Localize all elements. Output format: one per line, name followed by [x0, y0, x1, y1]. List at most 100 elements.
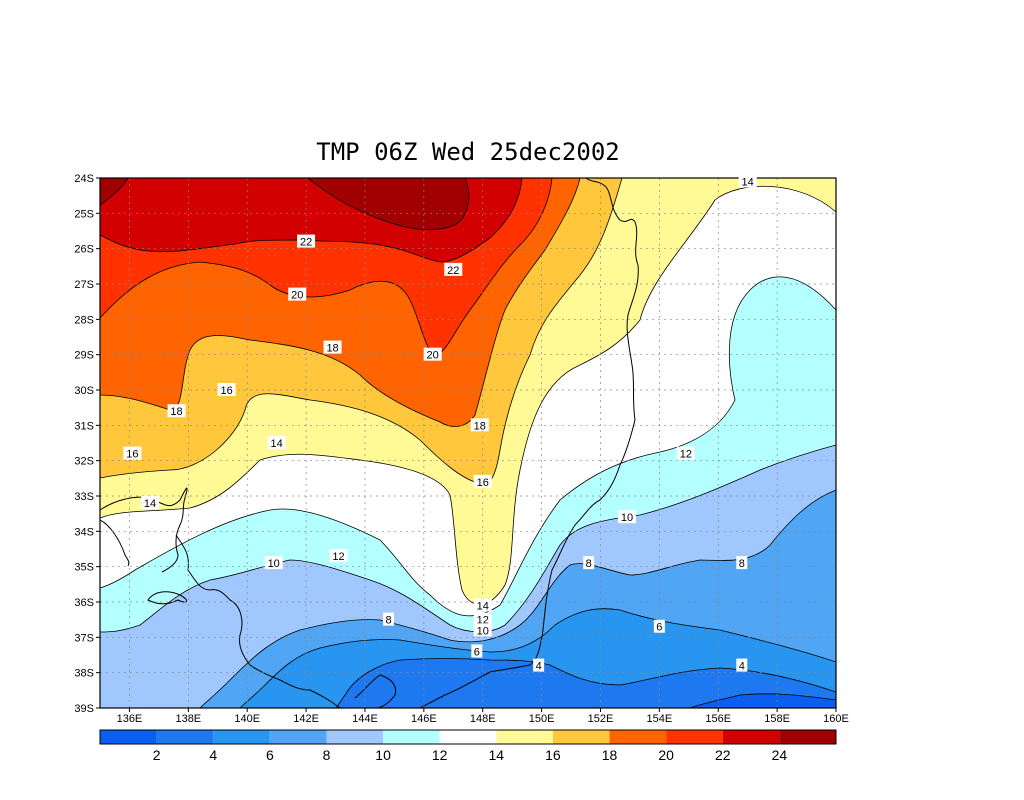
contour-label: 18: [474, 420, 486, 432]
colorbar-swatch: [779, 730, 836, 744]
contour-label: 12: [332, 551, 344, 563]
contour-label-bg: [329, 549, 348, 563]
x-tick-label: 156E: [705, 713, 731, 725]
y-tick-label: 35S: [74, 562, 94, 574]
contour-label-bg: [423, 347, 442, 361]
x-tick-label: 148E: [470, 713, 496, 725]
colorbar-swatch: [496, 730, 553, 744]
contour-label: 8: [586, 558, 592, 570]
contour-label-bg: [123, 446, 142, 460]
colorbar-swatch: [666, 730, 723, 744]
contour-label-bg: [444, 262, 463, 276]
colorbar-label: 4: [209, 747, 217, 763]
colorbar: 2 4 6 8 10 12 14 16 18 20 22 24: [99, 729, 837, 763]
contour-label: 10: [621, 512, 633, 524]
contour-label: 14: [144, 498, 156, 510]
y-tick-label: 27S: [74, 279, 94, 291]
colorbar-label: 10: [375, 747, 391, 763]
contour-label-bg: [471, 644, 483, 658]
colorbar-swatch: [326, 730, 384, 744]
colorbar-label: 8: [323, 747, 331, 763]
colorbar-swatch: [100, 730, 157, 744]
x-tick-label: 138E: [175, 713, 201, 725]
x-tick-label: 140E: [234, 713, 260, 725]
y-tick-label: 33S: [74, 491, 94, 503]
y-tick-label: 24S: [74, 173, 94, 185]
colorbar-swatch: [383, 730, 440, 744]
colorbar-swatch: [439, 730, 497, 744]
contour-label: 18: [326, 343, 338, 355]
gridlines: [100, 178, 836, 708]
y-tick-label: 32S: [74, 456, 94, 468]
contour-label: 18: [170, 406, 182, 418]
contour-label: 14: [271, 438, 283, 450]
contour-label-bg: [473, 623, 492, 637]
contour-label-bg: [297, 234, 316, 248]
y-tick-label: 29S: [74, 350, 94, 362]
colorbar-swatch: [156, 730, 214, 744]
y-tick-label: 38S: [74, 668, 94, 680]
contour-label-bg: [533, 658, 545, 672]
contour-label-bg: [676, 446, 695, 460]
contour-label-bg: [141, 496, 160, 510]
colorbar-label: 22: [715, 747, 731, 763]
contour-label-bg: [264, 556, 283, 570]
x-tick-label: 154E: [647, 713, 673, 725]
colorbar-label: 14: [489, 747, 505, 763]
x-tick-label: 160E: [823, 713, 849, 725]
map-title: TMP 06Z Wed 25dec2002: [316, 138, 620, 166]
contour-label-bg: [736, 658, 748, 672]
contour-label: 6: [474, 646, 480, 658]
contour-label-bg: [167, 404, 186, 418]
contour-label: 10: [477, 625, 489, 637]
y-axis-ticks: 24S 25S 26S 27S 28S 29S 30S 31S 32S 33S 34S 35S 36S 3…: [74, 173, 100, 715]
contour-label-bg: [288, 287, 307, 301]
contour-label-bg: [736, 556, 748, 570]
contour-label-bg: [473, 598, 492, 612]
contour-label-bg: [383, 612, 395, 626]
contour-label-bg: [473, 474, 492, 488]
colorbar-label: 16: [545, 747, 561, 763]
contour-label: 6: [656, 622, 662, 634]
x-tick-label: 142E: [293, 713, 319, 725]
x-tick-label: 136E: [117, 713, 143, 725]
contour-label: 12: [680, 449, 692, 461]
x-tick-label: 146E: [411, 713, 437, 725]
contour-label: 8: [385, 615, 391, 627]
contour-label-bg: [473, 612, 492, 626]
y-tick-label: 31S: [74, 420, 94, 432]
colorbar-label: 20: [658, 747, 674, 763]
colorbar-label: 24: [772, 747, 788, 763]
colorbar-label: 18: [602, 747, 618, 763]
colorbar-label: 6: [266, 747, 274, 763]
contour-label-bg: [470, 418, 489, 432]
contour-label: 22: [300, 237, 312, 249]
y-tick-label: 25S: [74, 208, 94, 220]
colorbar-swatch: [269, 730, 327, 744]
colorbar-label: 12: [432, 747, 448, 763]
y-tick-label: 28S: [74, 314, 94, 326]
contour-label: 20: [291, 290, 303, 302]
fill-level-24: [307, 178, 470, 231]
y-tick-label: 36S: [74, 597, 94, 609]
colorbar-swatch: [213, 730, 270, 744]
colorbar-label: 2: [153, 747, 161, 763]
plot-frame: [99, 177, 837, 709]
contour-label: 16: [126, 449, 138, 461]
x-tick-label: 144E: [352, 713, 378, 725]
contour-label-bg: [738, 174, 757, 188]
contour-label: 10: [268, 558, 280, 570]
x-axis-ticks: 136E 138E 140E 142E 144E 146E 148E 150E 152E 154E…: [117, 708, 849, 725]
contour-label: 4: [739, 661, 745, 673]
fill-level-4: [335, 658, 836, 708]
x-tick-label: 150E: [529, 713, 555, 725]
fill-level-2: [689, 693, 836, 708]
contour-label: 14: [477, 601, 489, 613]
contour-label: 20: [427, 350, 439, 362]
contour-label: 16: [477, 477, 489, 489]
contour-labels: 2222202018181816161614141414121212101010…: [123, 174, 757, 673]
y-tick-label: 34S: [74, 526, 94, 538]
temperature-fill-layer: [100, 178, 836, 708]
colorbar-swatch: [722, 730, 780, 744]
